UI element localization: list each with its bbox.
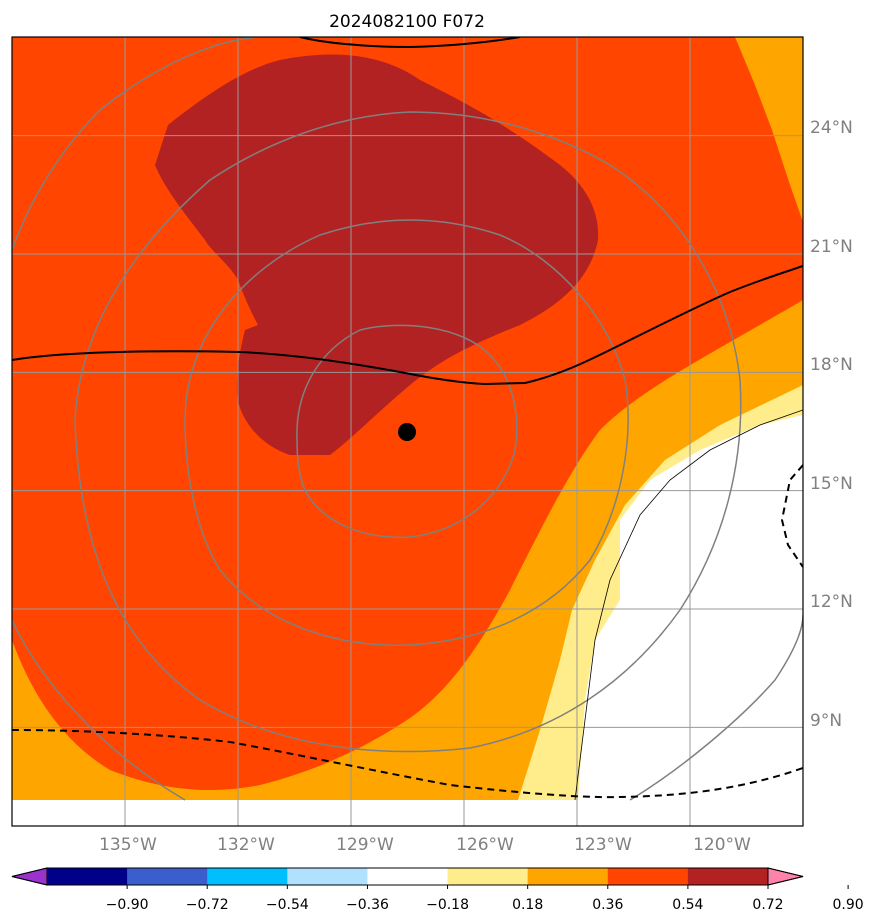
colorbar-outline	[11, 867, 804, 886]
lon-label: 132°W	[217, 835, 275, 855]
colorbar-extend-low	[11, 867, 48, 886]
lon-label: 129°W	[336, 835, 394, 855]
range-ring-3	[74, 111, 742, 753]
range-ring-4-lower	[12, 619, 186, 801]
colorbar-tick-label: −0.18	[426, 897, 469, 913]
fill-region-0-90	[155, 54, 599, 455]
colorbar-tick-label: 0.54	[672, 897, 703, 913]
lon-label: 126°W	[456, 835, 514, 855]
range-ring-4-right	[629, 614, 803, 801]
lat-label: 24°N	[810, 118, 853, 138]
lon-label: 120°W	[693, 835, 751, 855]
colorbar-tick-label: −0.54	[266, 897, 309, 913]
colorbar-segment	[447, 868, 529, 885]
range-ring-2	[184, 219, 629, 646]
colorbar-segment	[607, 868, 689, 885]
contour-dashed-east	[780, 464, 803, 568]
longitude-labels: 135°W 132°W 129°W 126°W 123°W 120°W	[99, 835, 751, 855]
colorbar-segment	[47, 868, 128, 885]
range-ring-4	[12, 37, 261, 251]
range-ring-1	[296, 324, 518, 539]
lat-label: 15°N	[810, 474, 853, 494]
colorbar-segment	[367, 868, 449, 885]
lat-label: 21°N	[810, 237, 853, 257]
colorbar-tick-label: −0.36	[346, 897, 389, 913]
lon-label: 135°W	[99, 835, 157, 855]
colorbar-tick-label: −0.72	[186, 897, 229, 913]
colorbar: −0.90 −0.72 −0.54 −0.36 −0.18 0.18 0.36 0.54 0.7…	[11, 867, 864, 913]
lat-label: 9°N	[810, 711, 842, 731]
storm-center-marker	[398, 423, 416, 441]
contour-solid-middle	[12, 265, 803, 386]
graticule-lines	[12, 37, 803, 826]
contour-solid-north	[299, 37, 521, 49]
thin-contour-line	[574, 409, 803, 801]
colorbar-tick-label: 0.90	[833, 897, 864, 913]
colorbar-segment	[287, 868, 368, 885]
colorbar-tick-label: 0.36	[592, 897, 623, 913]
colorbar-segment	[207, 868, 288, 885]
lon-label: 123°W	[574, 835, 632, 855]
colorbar-segment	[687, 868, 769, 885]
map-area	[12, 37, 803, 826]
range-rings	[12, 37, 803, 801]
contour-dashed-south	[12, 729, 803, 799]
fill-region-0-54-northeast	[735, 37, 803, 222]
colorbar-segment	[527, 868, 609, 885]
map-frame	[11, 36, 804, 827]
lat-label: 12°N	[810, 592, 853, 612]
colorbar-extend-high	[767, 867, 804, 886]
colorbar-segment	[127, 868, 208, 885]
plot-title: 2024082100 F072	[329, 12, 485, 32]
latitude-labels: 24°N 21°N 18°N 15°N 12°N 9°N	[810, 118, 853, 731]
colorbar-tick-label: 0.72	[752, 897, 783, 913]
colorbar-tick-label: −0.90	[106, 897, 149, 913]
colorbar-tick-label: 0.18	[512, 897, 543, 913]
lat-label: 18°N	[810, 355, 853, 375]
